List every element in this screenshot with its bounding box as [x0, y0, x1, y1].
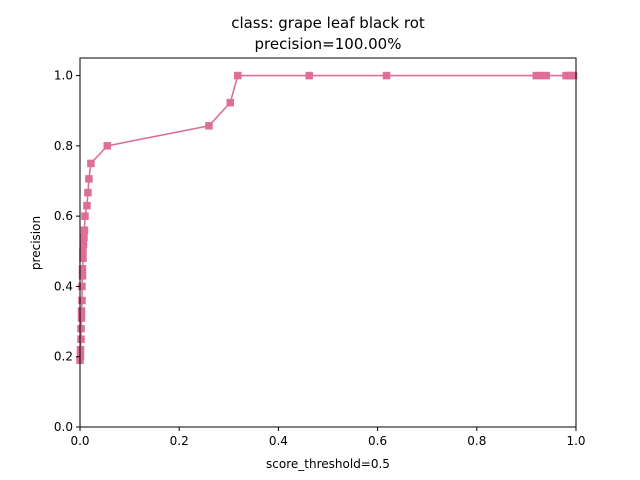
chart-title-line-2: precision=100.00% [255, 35, 402, 53]
y-tick-label: 0.2 [54, 350, 73, 364]
data-point-marker [79, 240, 88, 249]
y-tick-label: 0.6 [54, 209, 73, 223]
data-point-marker [233, 71, 242, 80]
y-tick-label: 0.0 [54, 420, 73, 434]
x-axis-label: score_threshold=0.5 [266, 457, 390, 471]
data-point-marker [83, 201, 91, 210]
data-point-marker [87, 159, 95, 168]
y-tick-label: 1.0 [54, 69, 73, 83]
x-tick-label: 0.4 [269, 434, 288, 448]
data-point-marker [77, 324, 85, 333]
y-axis-ticks: 0.0 0.2 0.4 0.6 0.8 1.0 [54, 69, 80, 434]
data-point-marker [77, 307, 86, 315]
data-point-marker [542, 71, 550, 80]
data-point-marker [79, 247, 87, 256]
axes-frame [79, 57, 577, 428]
x-axis-ticks: 0.0 0.2 0.4 0.6 0.8 1.0 [70, 427, 586, 448]
data-point-marker [84, 188, 92, 197]
x-tick-label: 1.0 [566, 434, 585, 448]
data-point-marker [205, 122, 213, 130]
data-point-marker [78, 296, 86, 305]
data-point-marker [226, 98, 235, 107]
data-point-marker [80, 233, 88, 241]
plot-markers [76, 71, 578, 364]
data-point-marker [103, 142, 112, 150]
data-point-marker [80, 226, 89, 234]
data-point-marker [78, 265, 87, 273]
data-point-marker [81, 212, 89, 220]
data-point-marker [569, 71, 578, 80]
data-point-marker [79, 254, 87, 263]
chart-title-line-1: class: grape leaf black rot [231, 14, 425, 32]
data-point-marker [305, 71, 313, 80]
x-tick-label: 0.2 [170, 434, 189, 448]
data-point-marker [77, 314, 86, 322]
x-tick-label: 0.8 [467, 434, 486, 448]
data-point-marker [77, 335, 85, 343]
axes-border [79, 57, 577, 428]
x-tick-label: 0.0 [70, 434, 89, 448]
plot-series [79, 74, 574, 361]
data-point-marker [85, 175, 93, 183]
y-tick-label: 0.8 [54, 139, 73, 153]
data-point-marker [382, 71, 391, 80]
y-axis-label: precision [29, 216, 43, 270]
series-line [79, 74, 574, 361]
y-tick-label: 0.4 [54, 279, 73, 293]
x-tick-label: 0.6 [368, 434, 387, 448]
